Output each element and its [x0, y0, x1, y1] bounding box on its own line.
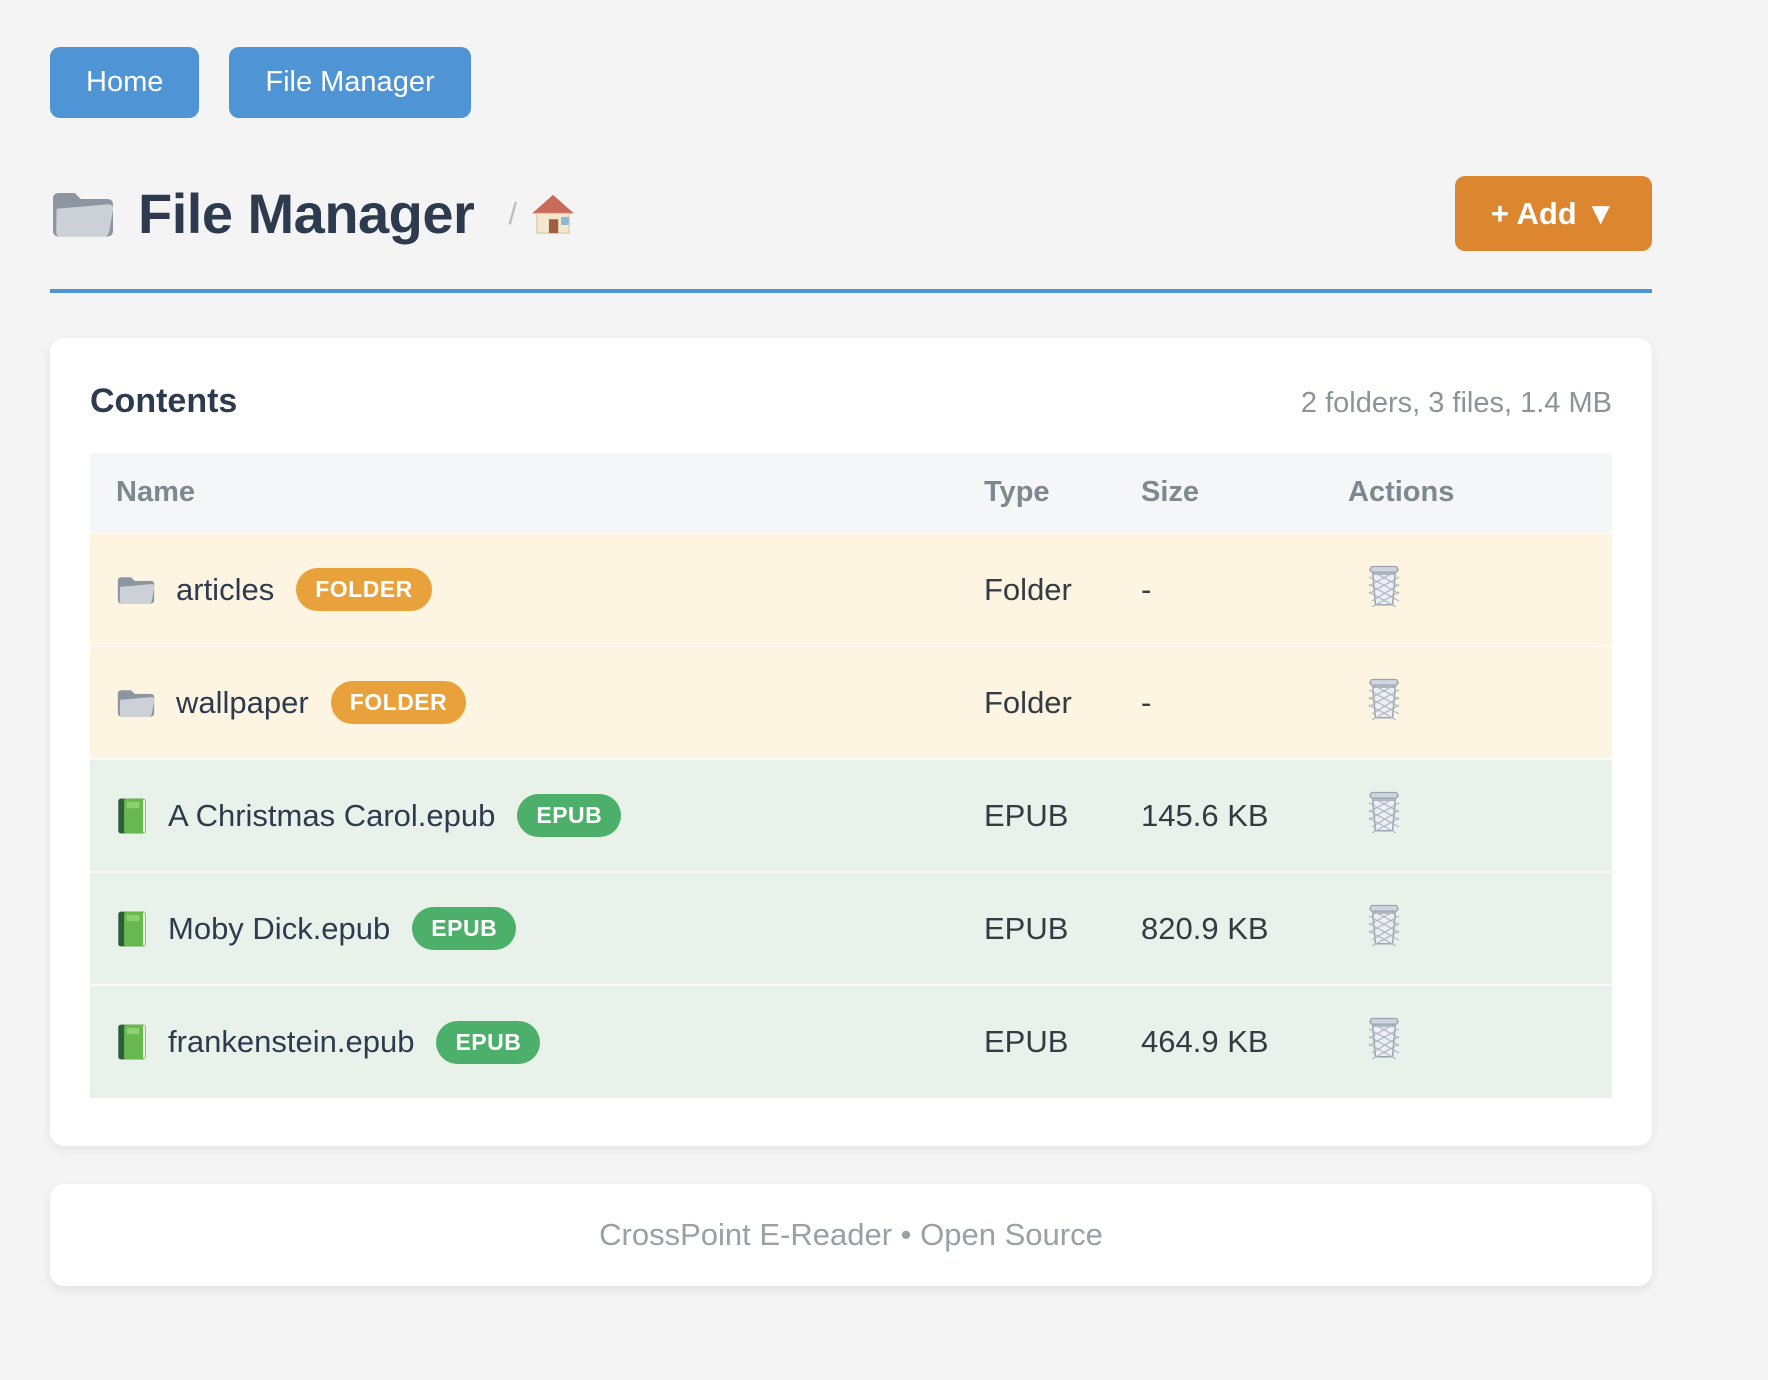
contents-heading: Contents: [90, 382, 238, 420]
book-icon: [118, 1024, 146, 1060]
home-button[interactable]: Home: [50, 47, 200, 118]
trash-icon: [1368, 565, 1400, 608]
type-badge: FOLDER: [330, 681, 467, 724]
page: Home File Manager File Manager / + Add ▼…: [50, 47, 1652, 1286]
trash-icon: [1368, 791, 1400, 834]
trash-icon: [1368, 1017, 1400, 1060]
folder-icon: [117, 689, 155, 717]
file-manager-button[interactable]: File Manager: [229, 47, 471, 118]
column-header-type: Type: [958, 453, 1115, 533]
page-header: File Manager / + Add ▼: [50, 176, 1652, 251]
page-title: File Manager: [138, 182, 475, 245]
type-cell: Folder: [958, 645, 1115, 759]
add-button[interactable]: + Add ▼: [1454, 176, 1652, 251]
book-icon: [118, 911, 146, 946]
size-cell: 145.6 KB: [1115, 758, 1322, 872]
contents-summary: 2 folders, 3 files, 1.4 MB: [1300, 387, 1612, 419]
delete-button[interactable]: [1366, 565, 1402, 608]
file-name-link[interactable]: articles: [176, 571, 275, 607]
trash-icon: [1368, 678, 1400, 721]
footer-text: CrossPoint E-Reader • Open Source: [599, 1217, 1103, 1252]
breadcrumb: /: [508, 193, 575, 235]
column-header-name: Name: [90, 453, 958, 533]
delete-button[interactable]: [1366, 791, 1402, 834]
top-nav: Home File Manager: [50, 47, 1652, 118]
breadcrumb-separator: /: [508, 195, 517, 231]
folder-icon: [117, 576, 155, 604]
file-table: Name Type Size Actions articles FOLDER: [90, 453, 1612, 1098]
table-row[interactable]: articles FOLDER Folder -: [90, 532, 1612, 646]
delete-button[interactable]: [1366, 904, 1402, 947]
size-cell: -: [1115, 645, 1322, 759]
footer: CrossPoint E-Reader • Open Source: [50, 1184, 1652, 1286]
column-header-size: Size: [1115, 453, 1322, 533]
table-row[interactable]: frankenstein.epub EPUB EPUB 464.9 KB: [90, 984, 1612, 1098]
table-row[interactable]: Moby Dick.epub EPUB EPUB 820.9 KB: [90, 871, 1612, 985]
type-cell: Folder: [958, 532, 1115, 646]
title-divider: [50, 289, 1652, 293]
file-name-link[interactable]: Moby Dick.epub: [168, 910, 391, 946]
column-header-actions: Actions: [1322, 453, 1612, 533]
size-cell: 820.9 KB: [1115, 871, 1322, 985]
table-header-row: Name Type Size Actions: [90, 453, 1612, 533]
size-cell: -: [1115, 532, 1322, 646]
file-name-link[interactable]: frankenstein.epub: [168, 1024, 415, 1059]
trash-icon: [1368, 904, 1400, 947]
type-cell: EPUB: [958, 871, 1115, 985]
delete-button[interactable]: [1366, 1017, 1402, 1060]
type-badge: FOLDER: [296, 568, 432, 611]
folder-icon: [53, 192, 114, 237]
home-icon[interactable]: [531, 193, 575, 235]
file-name-link[interactable]: wallpaper: [176, 684, 309, 720]
type-cell: EPUB: [958, 984, 1115, 1098]
type-cell: EPUB: [958, 758, 1115, 872]
type-badge: EPUB: [517, 794, 622, 837]
contents-card-header: Contents 2 folders, 3 files, 1.4 MB: [90, 382, 1612, 421]
size-cell: 464.9 KB: [1115, 984, 1322, 1098]
table-row[interactable]: A Christmas Carol.epub EPUB EPUB 145.6 K…: [90, 758, 1612, 872]
delete-button[interactable]: [1366, 678, 1402, 721]
book-icon: [118, 798, 146, 833]
type-badge: EPUB: [436, 1020, 541, 1064]
contents-card: Contents 2 folders, 3 files, 1.4 MB Name…: [50, 338, 1652, 1146]
title-group: File Manager /: [50, 181, 1455, 246]
table-row[interactable]: wallpaper FOLDER Folder -: [90, 645, 1612, 759]
type-badge: EPUB: [412, 907, 517, 950]
file-name-link[interactable]: A Christmas Carol.epub: [168, 797, 496, 833]
